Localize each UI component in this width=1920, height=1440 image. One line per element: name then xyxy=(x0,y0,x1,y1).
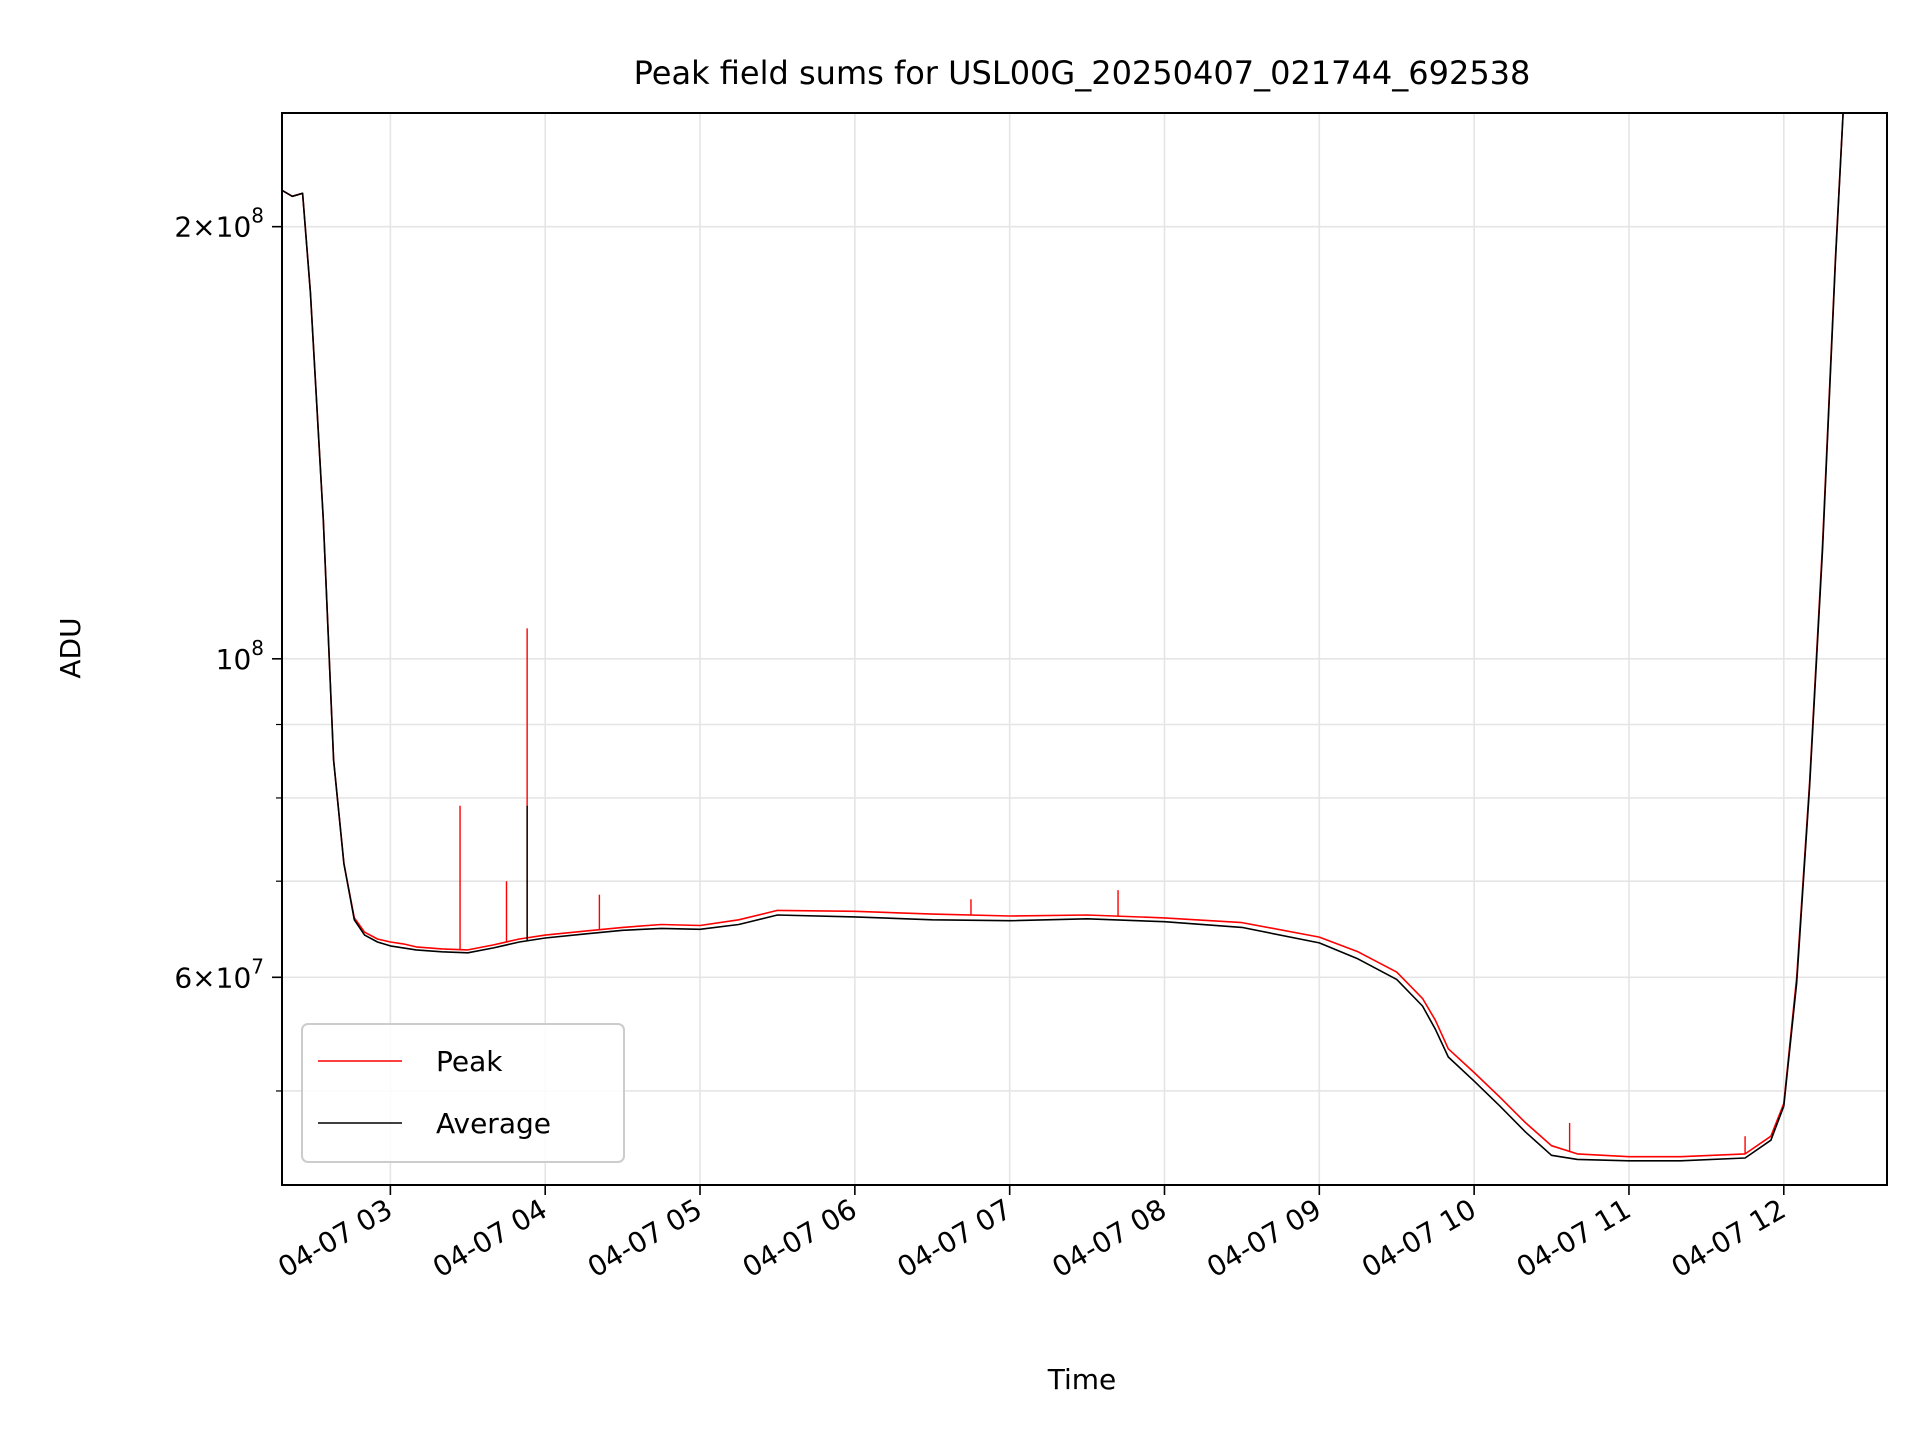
x-axis-label: Time xyxy=(1047,1363,1117,1396)
series-line-average xyxy=(282,113,1844,1162)
y-tick-label: 6×107 xyxy=(174,954,264,994)
y-tick-label: 108 xyxy=(216,636,264,676)
y-tick-label: 2×108 xyxy=(174,204,264,244)
legend-frame xyxy=(301,1023,625,1163)
y-axis-ticks: 2×108 108 6×107 xyxy=(174,204,282,1092)
plot-frame xyxy=(281,112,1888,1186)
legend: Peak Average xyxy=(301,1023,625,1163)
y-axis-label: ADU xyxy=(54,617,87,678)
legend-label-peak: Peak xyxy=(436,1045,503,1078)
chart-title: Peak field sums for USL00G_20250407_0217… xyxy=(634,54,1531,92)
series-line-peak xyxy=(282,113,1844,1158)
grid xyxy=(282,113,1887,1185)
series-lines xyxy=(282,113,1844,1162)
legend-label-average: Average xyxy=(436,1107,551,1140)
axes xyxy=(281,112,1888,1186)
